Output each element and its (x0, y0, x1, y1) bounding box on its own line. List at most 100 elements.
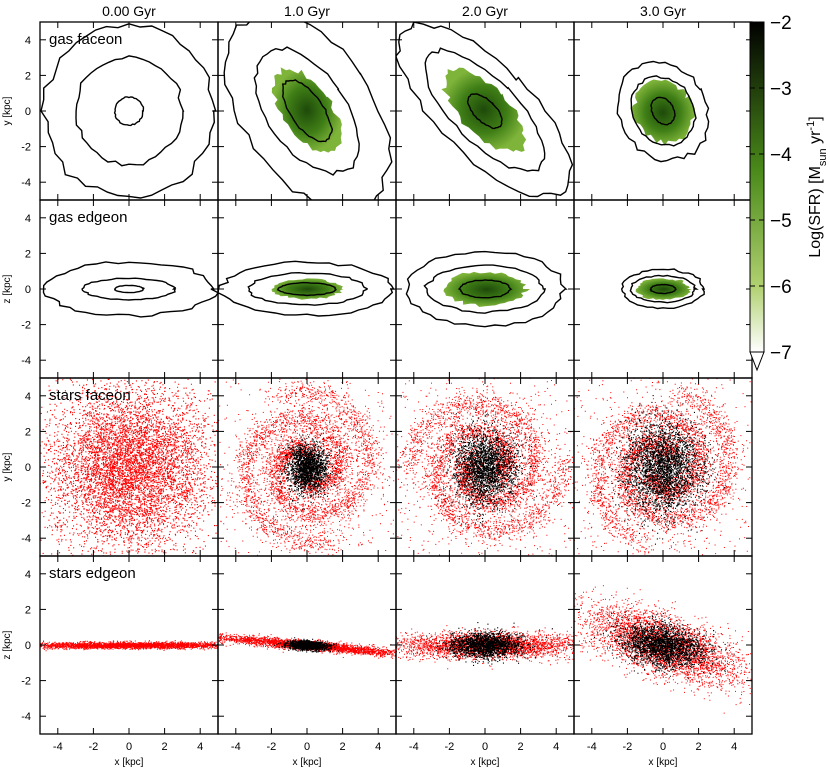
x-tick-label: -2 (623, 741, 633, 753)
x-tick-label: -2 (267, 741, 277, 753)
gas-contour (281, 79, 334, 143)
x-tick-label: 4 (553, 741, 559, 753)
sfr-region (630, 79, 695, 146)
y-tick-label: 0 (25, 106, 31, 118)
y-tick-label: 0 (25, 462, 31, 474)
y-tick-label: 2 (25, 248, 31, 260)
stars-faceon-panel-1 (218, 378, 396, 556)
row-label: gas edgeon (49, 209, 127, 226)
stars-faceon-panel-3 (574, 378, 752, 556)
y-tick-label: 2 (25, 604, 31, 616)
x-tick-label: -4 (409, 741, 419, 753)
gas-contour (223, 22, 393, 200)
y-axis-label: z [kpc] (2, 630, 13, 659)
x-tick-label: 2 (696, 741, 702, 753)
y-tick-label: 4 (25, 569, 31, 581)
x-tick-label: 2 (340, 741, 346, 753)
colorbar-extend-arrow (749, 351, 765, 372)
stars-edgeon-panel-0 (40, 640, 218, 652)
sfr-region (271, 278, 344, 300)
x-tick-label: 4 (197, 741, 203, 753)
gas-contour (629, 274, 699, 304)
x-tick-label: -4 (53, 741, 63, 753)
y-tick-label: 4 (25, 213, 31, 225)
stars-faceon-panel-2 (396, 378, 574, 556)
gas-contour (423, 264, 547, 314)
y-tick-label: 2 (25, 70, 31, 82)
gas-contour (247, 271, 368, 306)
y-tick-label: 2 (25, 426, 31, 438)
y-axis-label: y [kpc] (2, 96, 13, 125)
row-label: stars faceon (49, 387, 131, 404)
x-tick-label: 0 (482, 741, 488, 753)
y-tick-label: -2 (21, 142, 31, 154)
x-tick-label: 2 (518, 741, 524, 753)
sfr-region (635, 278, 692, 300)
x-axis-label: x [kpc] (471, 757, 500, 768)
panel-frame (39, 199, 219, 379)
gas-contour (276, 281, 337, 297)
gas-contour (650, 96, 676, 126)
y-tick-label: -4 (21, 533, 31, 545)
axes (39, 21, 753, 735)
time-label: 1.0 Gyr (284, 3, 330, 19)
y-tick-label: 0 (25, 640, 31, 652)
colorbar-tick-label: −7 (770, 343, 792, 364)
y-tick-label: -2 (21, 320, 31, 332)
gas-contour (75, 55, 185, 167)
gas-contour (405, 250, 568, 328)
gas-contour (113, 96, 145, 127)
gas-contour (649, 283, 678, 295)
x-tick-label: -2 (445, 741, 455, 753)
colorbar-tick-label: −4 (770, 145, 792, 166)
sfr-region (271, 67, 342, 153)
x-tick-label: 4 (375, 741, 381, 753)
gas-contour (40, 23, 217, 199)
x-tick-label: 4 (731, 741, 737, 753)
row-label: stars edgeon (49, 565, 136, 582)
gas-faceon-panel-0 (40, 23, 217, 199)
gas-contour (81, 277, 177, 301)
gas-contour (466, 93, 503, 130)
y-axis-label: z [kpc] (2, 274, 13, 303)
row-label: gas faceon (49, 31, 122, 48)
y-tick-label: 0 (25, 284, 31, 296)
x-tick-label: 0 (304, 741, 310, 753)
gas-contour (424, 47, 546, 172)
sfr-region (441, 67, 527, 152)
x-tick-label: -4 (587, 741, 597, 753)
gas-contour (218, 260, 395, 317)
stars-faceon-panel-0 (40, 378, 218, 556)
time-label: 3.0 Gyr (640, 3, 686, 19)
gas-contour (42, 261, 218, 318)
gas-contour (616, 60, 710, 163)
panel-frame (39, 21, 219, 201)
gas-contour (253, 46, 360, 176)
gas-edgeon-panel-2 (405, 250, 568, 328)
colorbar-tick-label: −3 (770, 79, 792, 100)
x-axis-label: x [kpc] (293, 757, 322, 768)
colorbar-label: Log(SFR) [Msun yr-1] (805, 116, 829, 257)
y-tick-label: 4 (25, 35, 31, 47)
colorbar-tick-label: −5 (770, 211, 792, 232)
x-tick-label: 2 (162, 741, 168, 753)
time-label: 0.00 Gyr (102, 3, 156, 19)
gas-edgeon-panel-0 (42, 261, 218, 318)
gas-contour (396, 22, 574, 198)
x-tick-label: 0 (660, 741, 666, 753)
y-tick-label: -2 (21, 498, 31, 510)
panel-frame (573, 377, 753, 557)
x-tick-label: -2 (89, 741, 99, 753)
x-axis-label: x [kpc] (115, 757, 144, 768)
gas-edgeon-panel-3 (620, 268, 706, 310)
gas-contour (113, 284, 146, 294)
x-tick-label: -4 (231, 741, 241, 753)
colorbar-tick-label: −6 (770, 277, 792, 298)
gas-edgeon-panel-1 (218, 260, 395, 317)
y-tick-label: -4 (21, 355, 31, 367)
gas-faceon-panel-3 (616, 60, 710, 163)
colorbar-tick-label: −2 (770, 13, 792, 34)
y-tick-label: -2 (21, 676, 31, 688)
y-tick-label: -4 (21, 177, 31, 189)
